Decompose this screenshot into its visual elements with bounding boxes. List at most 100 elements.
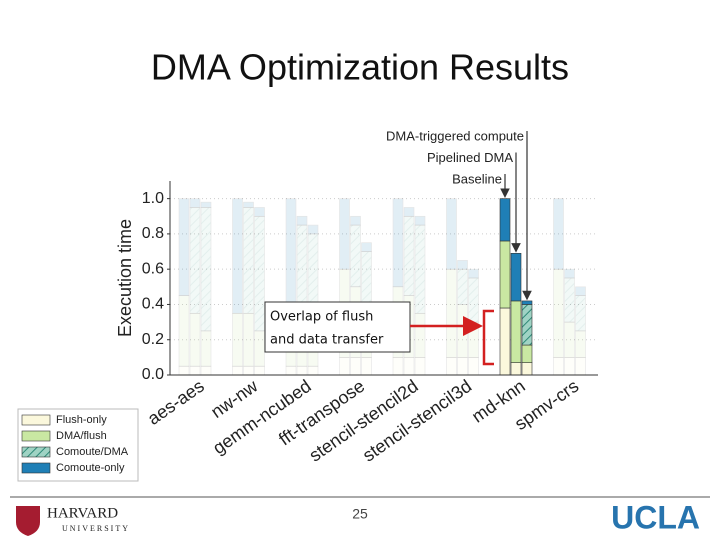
- bar-segment: [457, 357, 468, 376]
- bar-segment: [178, 365, 190, 376]
- y-tick-label: 0.2: [142, 331, 164, 348]
- bar-label: DMA-triggered compute: [386, 128, 524, 143]
- y-tick-label: 0.4: [142, 296, 164, 313]
- bar-segment: [232, 365, 243, 376]
- bar-segment: [403, 207, 415, 217]
- bar-segment: [457, 260, 468, 270]
- harvard-shield: [16, 506, 40, 536]
- bar-segment: [403, 357, 415, 376]
- bar-segment: [200, 365, 212, 376]
- x-tick-label: aes-aes: [144, 376, 208, 429]
- bar-segment: [403, 215, 415, 296]
- bar-segment: [307, 365, 319, 376]
- bar-segment: [575, 357, 586, 376]
- bar-segment: [339, 198, 350, 270]
- annotation-bracket: [482, 309, 494, 366]
- bar-segment: [254, 365, 265, 376]
- bar-segment: [553, 268, 564, 358]
- bar-segment: [243, 207, 254, 314]
- bar-segment: [307, 224, 319, 235]
- legend-label: Flush-only: [56, 414, 107, 426]
- bar-segment: [446, 198, 457, 270]
- bar-segment: [392, 357, 404, 376]
- bar-segment: [178, 198, 190, 296]
- legend-swatch: [21, 446, 51, 458]
- harvard-logo: UNIVERSITY: [62, 524, 130, 533]
- legend-label: Comoute-only: [56, 462, 125, 474]
- bar-segment: [564, 268, 575, 279]
- bar-segment: [468, 268, 479, 279]
- bar-segment: [499, 198, 511, 242]
- bar-segment: [564, 277, 575, 323]
- bar-segment: [285, 365, 297, 376]
- annotation-box: [264, 301, 411, 353]
- bar-segment: [339, 357, 350, 376]
- bar-segment: [553, 198, 564, 270]
- bar-segment: [468, 321, 479, 358]
- bar-segment: [564, 321, 575, 358]
- bar-segment: [468, 277, 479, 323]
- bar-segment: [285, 198, 297, 314]
- bar-segment: [468, 357, 479, 376]
- legend-label: Comoute/DMA: [56, 446, 129, 458]
- bar-segment: [553, 357, 564, 376]
- bar-segment: [414, 312, 426, 358]
- bar-segment: [575, 286, 586, 296]
- bar-segment: [521, 362, 533, 376]
- bar-label: Baseline: [452, 171, 502, 186]
- y-tick-label: 0.8: [142, 225, 164, 242]
- bar-segment: [575, 295, 586, 332]
- bar-segment: [414, 224, 426, 314]
- bar-segment: [446, 357, 457, 376]
- bar-segment: [361, 242, 372, 252]
- bar-segment: [296, 365, 308, 376]
- bar-segment: [457, 304, 468, 358]
- bar-segment: [189, 207, 201, 314]
- bar-segment: [457, 268, 468, 305]
- annotation-text: and data transfer: [270, 333, 384, 348]
- bar-segment: [254, 330, 265, 367]
- y-axis-label: Execution time: [115, 219, 135, 337]
- bar-segment: [243, 365, 254, 376]
- bar-segment: [200, 201, 212, 208]
- legend-swatch: [21, 414, 51, 426]
- bar-segment: [350, 224, 361, 288]
- ucla-logo: UCLA: [611, 499, 700, 535]
- legend-swatch: [21, 462, 51, 474]
- bar-segment: [521, 304, 533, 346]
- bar-segment: [361, 357, 372, 376]
- bar-segment: [243, 312, 254, 367]
- bar-segment: [575, 330, 586, 358]
- bar-segment: [189, 365, 201, 376]
- legend-label: DMA/flush: [56, 430, 107, 442]
- bar-segment: [232, 312, 243, 367]
- bar-segment: [521, 300, 533, 305]
- bar-segment: [350, 215, 361, 226]
- slide-title: DMA Optimization Results: [151, 47, 569, 88]
- bar-segment: [510, 300, 522, 363]
- bar-segment: [189, 312, 201, 367]
- bar-segment: [178, 295, 190, 367]
- bar-segment: [414, 215, 426, 226]
- harvard-logo: HARVARD: [47, 505, 118, 521]
- bar-segment: [189, 198, 201, 208]
- y-tick-label: 0.6: [142, 260, 164, 277]
- bar-segment: [521, 344, 533, 363]
- bar-segment: [414, 357, 426, 376]
- bar-label: Pipelined DMA: [427, 150, 513, 165]
- y-tick-label: 1.0: [142, 190, 164, 207]
- bar-segment: [564, 357, 575, 376]
- bar-segment: [510, 362, 522, 376]
- bar-segment: [499, 240, 511, 309]
- bar-segment: [296, 215, 308, 226]
- bar-segment: [232, 198, 243, 314]
- page-number: 25: [352, 506, 368, 522]
- legend-swatch: [21, 430, 51, 442]
- bar-segment: [499, 307, 511, 376]
- bar-segment: [446, 268, 457, 358]
- bar-segment: [392, 198, 404, 288]
- bar-segment: [350, 357, 361, 376]
- bar-segment: [510, 253, 522, 302]
